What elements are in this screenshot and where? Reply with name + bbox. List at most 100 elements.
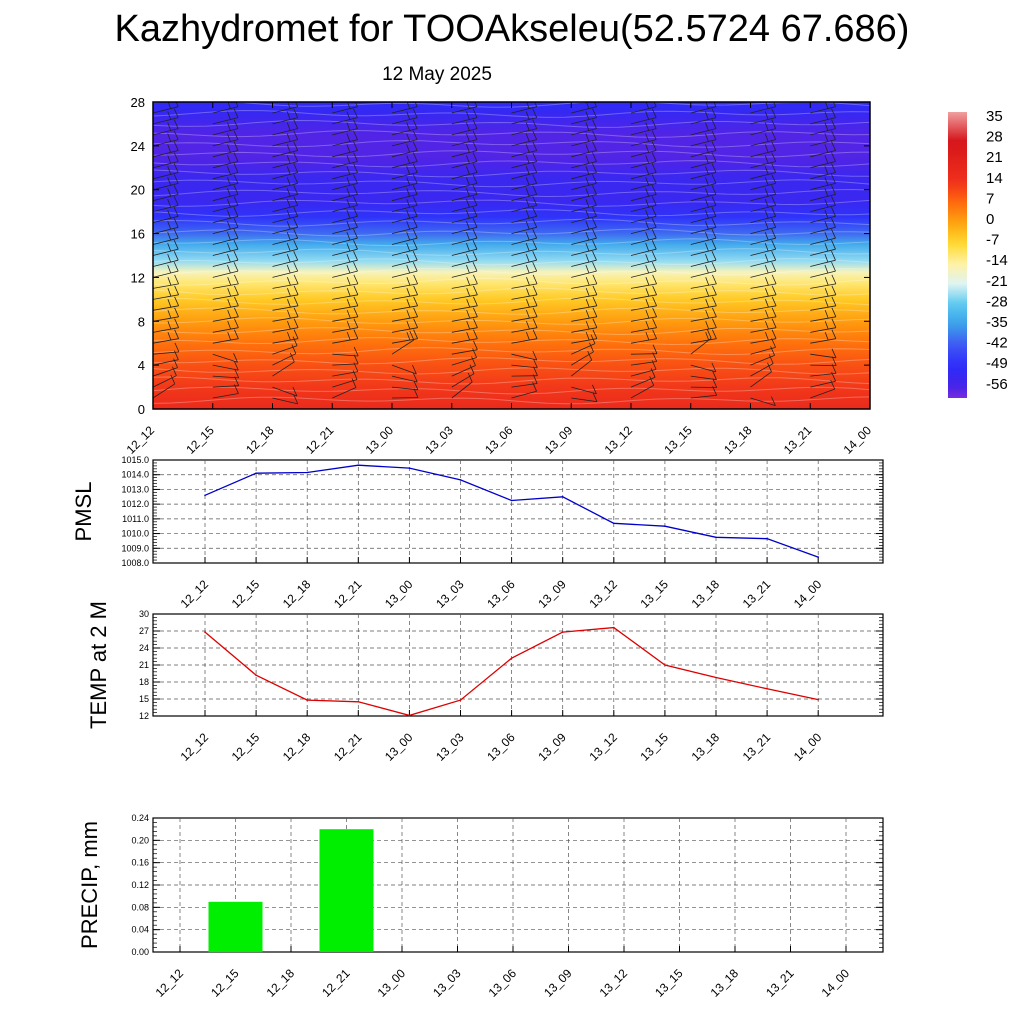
data-point [510,657,513,659]
ytick-label: 1011.0 [122,514,149,524]
xtick-label: 12_18 [264,966,298,1000]
heatmap-xtick-label: 12_18 [243,423,277,457]
ytick-label: 1013.0 [121,484,149,494]
data-point [204,494,206,497]
xtick-label: 13_00 [382,577,416,611]
ytick-label: 27 [139,626,149,636]
data-point [664,664,666,666]
ytick-label: 18 [139,677,149,687]
heatmap-ytick-label: 28 [131,95,145,110]
xtick-label: 13_21 [740,730,774,764]
colorbar-gradient [948,112,967,398]
temperature-heatmap: 0 4 8 12 16 20 24 28 12_12 12_15 12_18 12_21 13_00 13… [124,95,875,457]
xtick-label: 12_15 [208,966,242,1000]
xtick-label: 13_06 [486,966,520,1000]
ytick-label: 0.24 [131,813,149,823]
ytick-label: 1014.0 [121,470,149,480]
data-point [817,698,819,701]
xtick-label: 13_00 [375,966,409,1000]
data-point [357,464,360,467]
xtick-label: 13_09 [541,966,575,1000]
xtick-label: 12_12 [178,577,212,611]
xtick-label: 13_00 [382,730,416,764]
xtick-label: 12_21 [331,730,365,764]
data-point [204,631,206,633]
ytick-label: 0.04 [131,925,149,935]
data-point [459,699,462,701]
pmsl-panel: 1008.0 1009.0 1010.0 1011.0 1012.0 1013.0 1014… [71,455,884,611]
data-point [613,522,615,525]
ytick-label: 1008.0 [121,558,149,568]
xtick-label: 13_18 [689,730,723,764]
xtick-label: 13_09 [535,730,569,764]
data-point [306,699,309,701]
precipitation-panel: 0.00 0.04 0.08 0.12 0.16 0.20 0.24 12_12 12_15 12… [77,813,884,1000]
heatmap-xtick-label: 13_12 [602,423,636,457]
wind-barbs [153,102,870,406]
xtick-label: 13_15 [638,577,672,611]
colorbar-label: -49 [986,355,1008,372]
data-point [613,626,615,629]
xtick-label: 13_21 [740,577,774,611]
ytick-label: 0.00 [131,947,149,957]
ytick-label: 21 [139,660,149,670]
xtick-label: 14_00 [791,730,825,764]
colorbar-label: -21 [986,273,1008,290]
ytick-label: 30 [139,609,149,619]
y-axis-label: PRECIP, mm [77,821,102,949]
colorbar-label: -56 [986,376,1008,393]
ytick-label: 12 [139,711,149,721]
ytick-label: 0.20 [131,835,149,845]
xtick-label: 13_03 [433,577,467,611]
y-axis-label: PMSL [71,482,96,542]
heatmap-xtick-label: 12_12 [124,423,158,457]
heatmap-ytick-label: 12 [131,270,145,285]
chart-title: Kazhydromet for TOOAkseleu(52.5724 67.68… [114,8,910,50]
data-point [561,496,564,498]
heatmap-ytick-label: 0 [138,402,145,417]
colorbar-label: 0 [986,211,994,228]
ytick-label: 15 [139,694,149,704]
xtick-label: 13_15 [652,966,686,1000]
colorbar-label: 35 [986,108,1003,125]
xtick-label: 13_03 [430,966,464,1000]
y-axis-label: TEMP at 2 M [86,601,111,729]
heatmap-xtick-label: 13_03 [422,423,456,457]
xtick-label: 12_21 [319,966,353,1000]
heatmap-xtick-label: 14_00 [841,423,875,457]
xtick-label: 12_18 [280,577,314,611]
xtick-label: 13_03 [433,730,467,764]
heatmap-xtick-label: 12_15 [183,423,217,457]
xtick-label: 13_12 [597,966,631,1000]
heatmap-xtick-label: 12_21 [303,423,337,457]
xtick-label: 12_15 [229,730,263,764]
heatmap-xtick-label: 13_15 [661,423,695,457]
xtick-label: 13_09 [535,577,569,611]
heatmap-xtick-label: 13_00 [363,423,397,457]
heatmap-xtick-label: 13_18 [721,423,755,457]
xtick-label: 13_21 [763,966,797,1000]
xtick-label: 14_00 [819,966,853,1000]
heatmap-xtick-label: 13_06 [482,423,516,457]
xtick-label: 14_00 [791,577,825,611]
ytick-label: 1009.0 [121,543,149,553]
colorbar: 35 28 21 14 7 0 -7 -14 -21 -28 -35 -42 -49 -56 [948,108,1008,398]
temperature-panel: 12 15 18 21 24 27 30 12_12 12_15 12_18 12_21 13_00 1… [86,601,884,764]
bar [208,901,263,953]
xtick-label: 13_06 [484,577,518,611]
heatmap-ytick-label: 20 [131,183,145,198]
data-point [459,479,462,481]
data-point [408,467,411,469]
ytick-label: 0.08 [131,902,149,912]
data-point [255,472,257,475]
data-point [715,536,717,539]
heatmap-ytick-label: 16 [131,227,145,242]
data-point [408,714,411,717]
xtick-label: 12_18 [280,730,314,764]
ytick-label: 1015.0 [121,455,149,465]
xtick-label: 13_12 [586,577,620,611]
xtick-label: 12_12 [153,966,187,1000]
data-point [766,537,768,540]
data-point [357,701,360,703]
